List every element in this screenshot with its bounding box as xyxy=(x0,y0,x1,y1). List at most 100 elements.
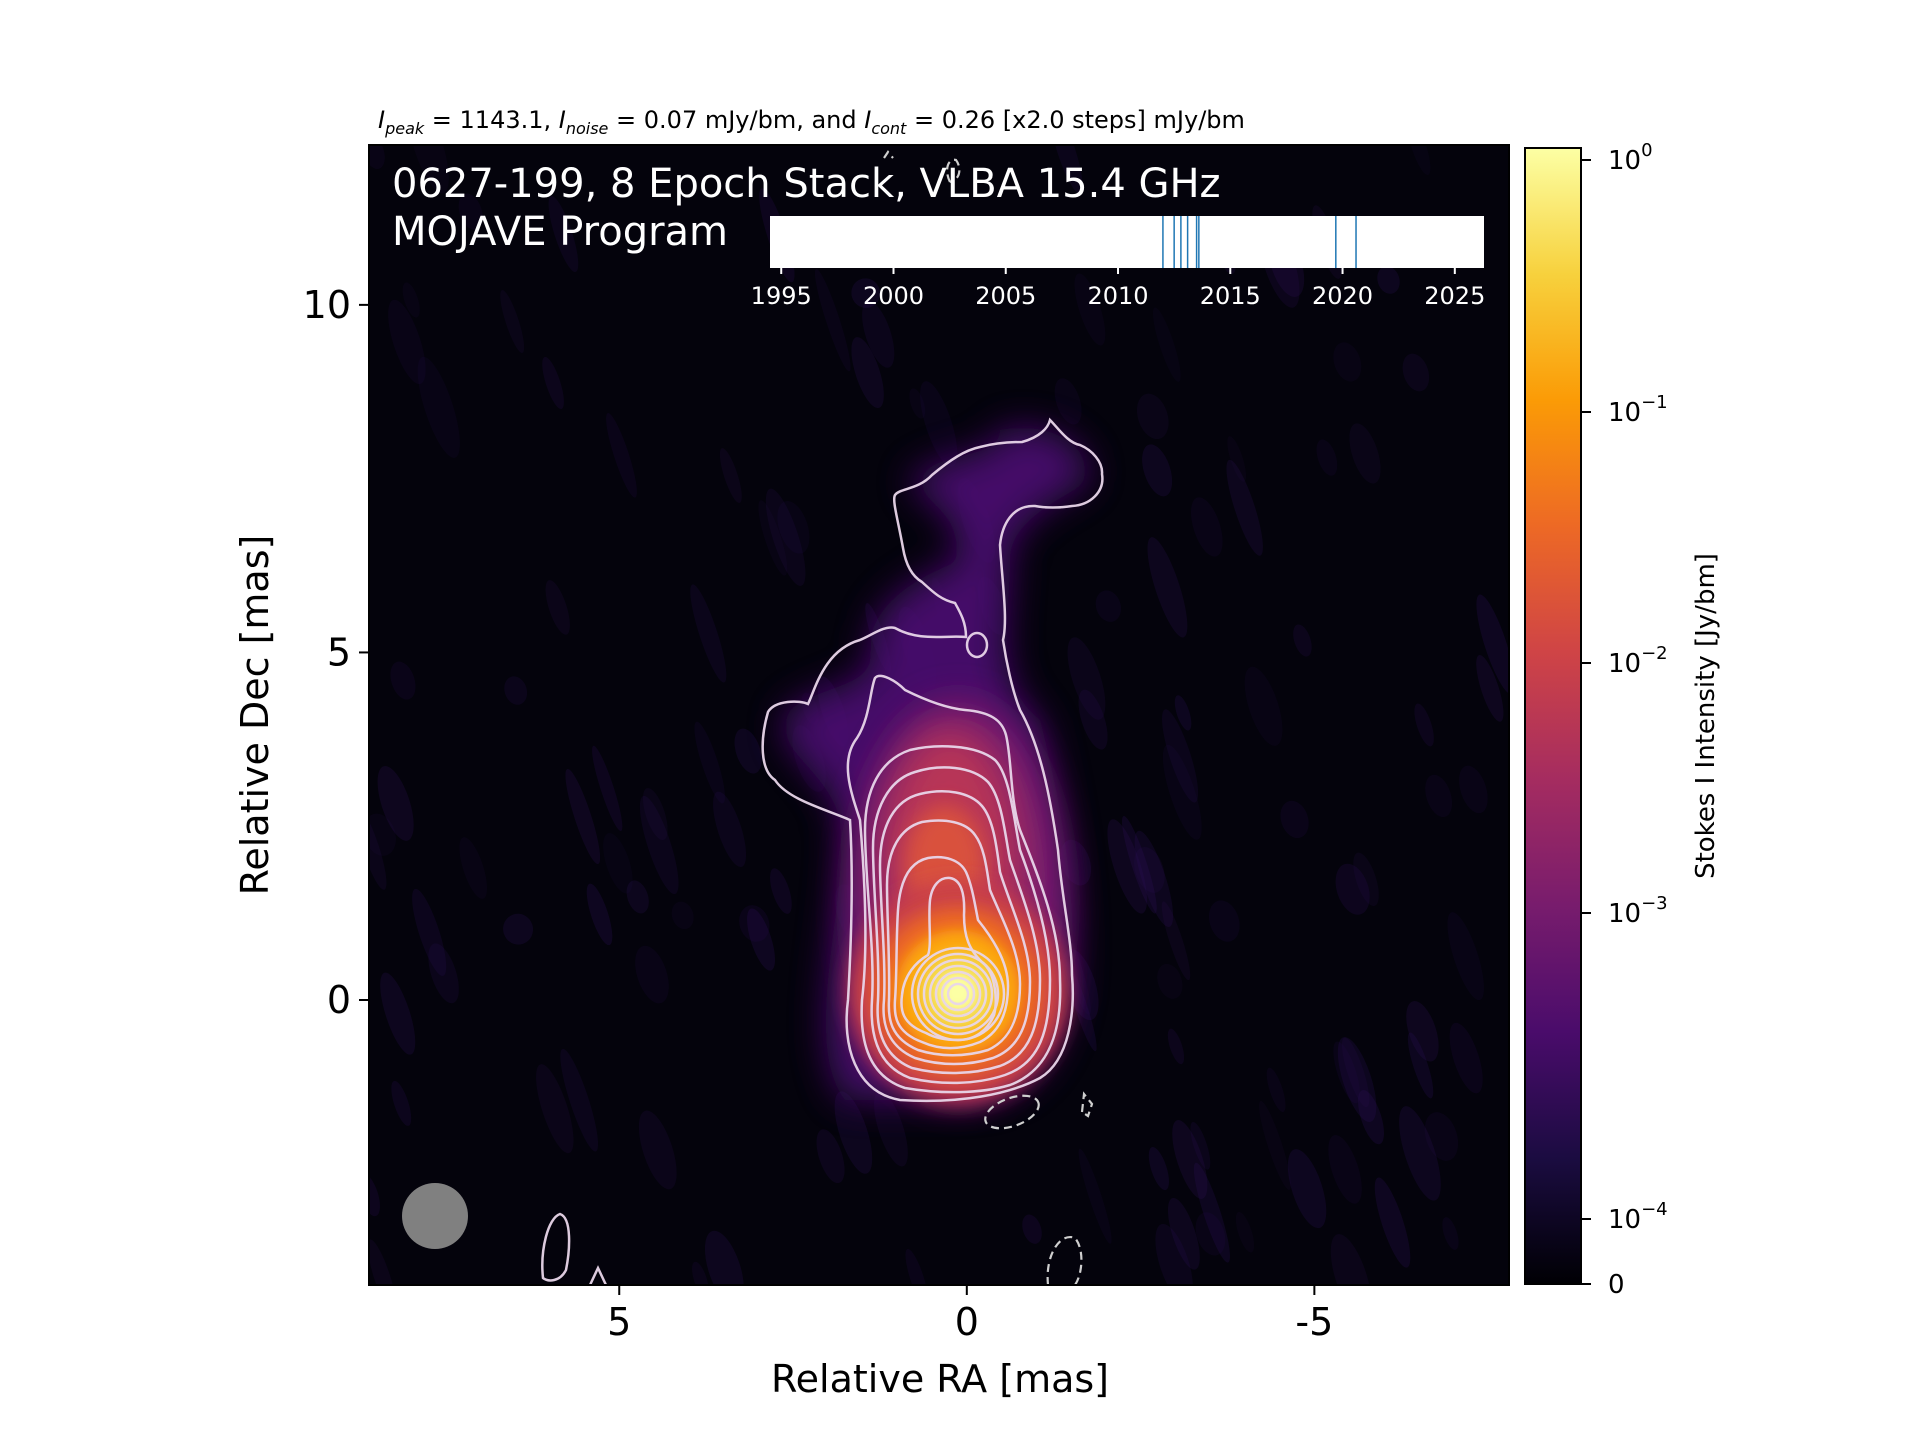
contour-3 xyxy=(863,745,1052,1085)
contour-outer xyxy=(761,417,1104,1103)
noise-blob xyxy=(1074,273,1106,346)
noise-blob xyxy=(1208,900,1240,942)
title-line1: 0627-199, 8 Epoch Stack, VLBA 15.4 GHz xyxy=(392,161,1221,207)
noise-blob xyxy=(503,913,534,945)
noise-blob xyxy=(1377,266,1400,294)
contour-6 xyxy=(885,819,1022,1057)
noise-blob xyxy=(1333,1041,1360,1104)
epoch-tick-label: 2010 xyxy=(1087,282,1148,310)
neg-contour-5 xyxy=(883,150,894,159)
noise-blob xyxy=(1121,816,1157,914)
y-tick-label: 0 xyxy=(327,978,351,1022)
noise-blob xyxy=(1337,1037,1377,1123)
noise-blob xyxy=(388,299,426,385)
colorbar-tick-label: 10−4 xyxy=(1608,1199,1668,1235)
noise-blob xyxy=(565,768,601,865)
colorbar-tick-label: 10−2 xyxy=(1608,643,1668,679)
noise-blob xyxy=(1067,637,1106,720)
noise-blob xyxy=(1407,1032,1434,1099)
noise-blob xyxy=(704,1230,744,1285)
x-axis: 5 0 -5 xyxy=(607,1285,1333,1344)
noise-blob xyxy=(719,448,742,503)
noise-blob xyxy=(1193,1162,1230,1263)
noise-blob xyxy=(1142,444,1173,497)
noise-blob xyxy=(1161,901,1191,981)
noise-blob xyxy=(1266,1067,1286,1113)
contour-core-4 xyxy=(928,964,988,1024)
noise-blob xyxy=(1259,1100,1291,1190)
noise-blob xyxy=(592,745,623,832)
noise-blob xyxy=(816,1129,845,1184)
neg-contour-3 xyxy=(1046,1235,1083,1285)
noise-blob xyxy=(1459,765,1488,814)
noise-blob xyxy=(694,721,725,804)
contour-core-7 xyxy=(946,982,970,1006)
noise-blob xyxy=(1167,1197,1200,1270)
contour-core-1 xyxy=(910,946,1006,1042)
noise-blob xyxy=(1447,912,1484,1001)
epoch-timeline-box xyxy=(770,216,1484,268)
colorbar-tick-label: 0 xyxy=(1608,1270,1625,1300)
noise-blob xyxy=(1190,1121,1211,1170)
noise-blob xyxy=(739,905,770,942)
noise-blob xyxy=(765,488,806,586)
noise-blob xyxy=(1244,666,1283,746)
noise-blob xyxy=(402,282,420,318)
epoch-ticks: 1995 2000 2005 2010 2015 2020 2025 xyxy=(751,268,1485,310)
noise-blob xyxy=(777,501,810,554)
noise-blob xyxy=(1190,497,1223,557)
noise-blob xyxy=(1162,744,1202,840)
noise-blob xyxy=(1107,819,1148,914)
noise-blob xyxy=(635,945,669,1004)
noise-blob xyxy=(1449,1022,1483,1094)
noise-blob xyxy=(1054,378,1082,425)
noise-blob xyxy=(536,1064,574,1154)
noise-blob xyxy=(1161,709,1199,803)
noise-blob xyxy=(1157,963,1183,999)
epoch-tick-label: 2000 xyxy=(863,282,924,310)
noise-blob xyxy=(458,193,483,230)
noise-blob xyxy=(1136,393,1169,440)
epoch-tick-label: 1995 xyxy=(751,282,812,310)
contour-core-2 xyxy=(916,952,1000,1036)
noise-blob xyxy=(1399,1106,1441,1201)
noise-blob xyxy=(1174,695,1192,731)
colorbar-ticks: 100 10−1 10−2 10−3 10−4 0 xyxy=(1581,140,1668,1300)
noise-blob xyxy=(369,813,396,856)
noise-blob xyxy=(1095,590,1122,622)
image-frame xyxy=(368,144,1510,1286)
y-tick-label: 10 xyxy=(303,283,351,327)
noise-blob xyxy=(606,413,637,498)
colorbar-tick-label: 10−3 xyxy=(1608,893,1668,929)
noise-blob xyxy=(642,787,668,841)
noise-blob xyxy=(542,356,564,410)
contour-bottom-left-2 xyxy=(588,1265,608,1285)
noise-blob xyxy=(814,268,851,372)
noise-blob xyxy=(851,337,884,409)
noise-blob xyxy=(1374,1177,1411,1268)
noise-blob xyxy=(639,795,679,895)
noise-blob xyxy=(603,833,633,894)
noise-blob xyxy=(1425,774,1453,818)
noise-blob xyxy=(560,1048,599,1152)
noise-blob xyxy=(428,943,459,1004)
noise-blob xyxy=(1353,852,1379,906)
noise-blob xyxy=(769,868,792,914)
noise-blob xyxy=(692,1261,709,1285)
neg-contour-2 xyxy=(1080,1091,1094,1118)
colorbar-tick-label: 10−1 xyxy=(1608,392,1668,428)
epoch-tick-label: 2025 xyxy=(1424,282,1485,310)
noise-blob xyxy=(1333,342,1362,382)
noise-blob xyxy=(1442,1217,1459,1250)
noise-blob xyxy=(834,1091,873,1174)
noise-blob xyxy=(369,806,387,890)
noise-blob xyxy=(758,500,788,576)
epoch-lines xyxy=(1162,216,1357,268)
noise-blob xyxy=(909,388,926,419)
contour-small-island xyxy=(965,631,989,659)
x-tick-label: -5 xyxy=(1295,1300,1333,1344)
neg-contour-4 xyxy=(946,158,961,184)
noise-blob xyxy=(504,676,528,705)
noise-blob xyxy=(369,145,385,170)
noise-blob xyxy=(1167,1028,1185,1065)
